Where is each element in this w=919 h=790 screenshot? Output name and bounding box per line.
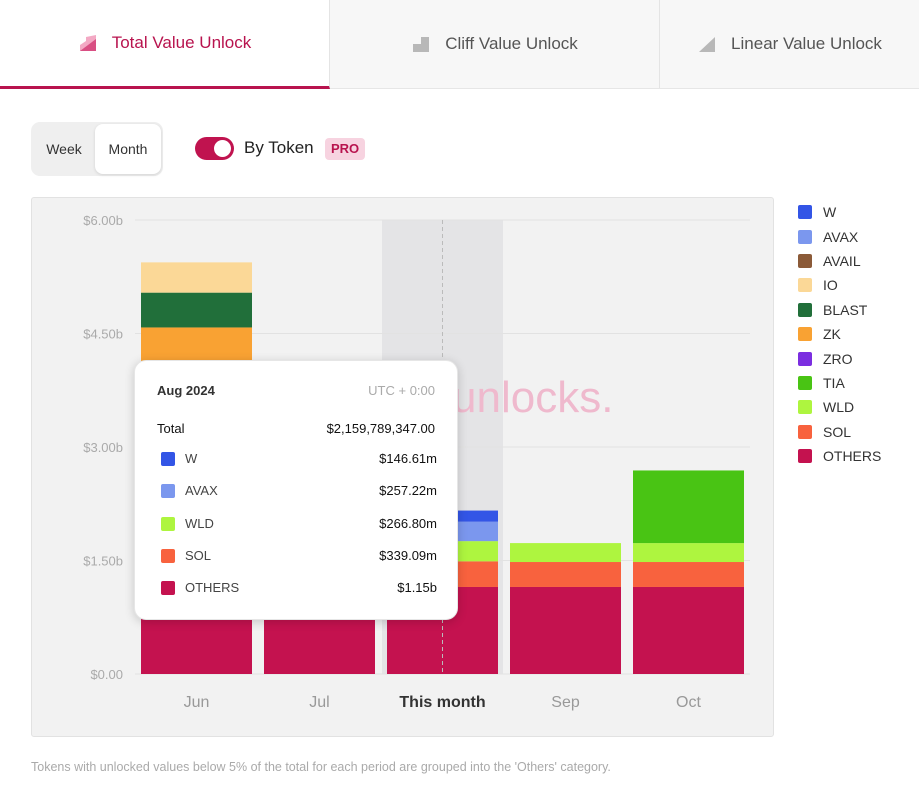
tooltip-total-value: $2,159,789,347.00 xyxy=(326,421,435,436)
legend-swatch xyxy=(798,424,812,439)
tooltip-token-name: WLD xyxy=(185,516,214,531)
linear-unlock-icon xyxy=(697,34,717,54)
tooltip-swatch xyxy=(161,549,175,563)
pro-badge: PRO xyxy=(325,138,366,160)
legend-label: AVAIL xyxy=(823,252,861,269)
tooltip-swatch xyxy=(161,484,175,498)
legend-label: ZRO xyxy=(823,350,853,367)
tooltip-timezone: UTC + 0:00 xyxy=(368,383,435,398)
legend-item-others[interactable]: OTHERS xyxy=(798,444,908,468)
tooltip-token-value: $257.22m xyxy=(379,483,437,498)
legend-swatch xyxy=(798,400,812,415)
y-tick-label: $6.00b xyxy=(83,213,123,228)
legend-label: AVAX xyxy=(823,228,859,245)
legend-swatch xyxy=(798,449,812,464)
legend-label: W xyxy=(823,204,837,221)
legend-swatch xyxy=(798,375,812,390)
legend-swatch xyxy=(798,351,812,366)
tooltip-total-label: Total xyxy=(157,421,185,436)
chart-legend: W AVAX AVAIL IO BLAST ZK ZRO TIA WLD SOL OTHERS xyxy=(798,200,908,468)
tooltip-token-name: AVAX xyxy=(185,483,218,498)
tooltip-swatch xyxy=(161,581,175,595)
x-tick-label: This month xyxy=(399,694,485,711)
chart-tooltip: Aug 2024 UTC + 0:00 Total $2,159,789,347… xyxy=(134,360,458,620)
total-unlock-icon xyxy=(78,33,98,53)
legend-swatch xyxy=(798,327,812,342)
tooltip-token-name: SOL xyxy=(185,548,212,563)
by-token-toggle[interactable] xyxy=(195,137,234,160)
watermark-text: unlocks. xyxy=(452,373,613,422)
tooltip-row-sol: SOL $339.09m xyxy=(157,546,437,566)
legend-label: ZK xyxy=(823,326,841,343)
tooltip-row-w: W $146.61m xyxy=(157,449,437,469)
tooltip-row-wld: WLD $266.80m xyxy=(157,514,437,534)
legend-swatch xyxy=(798,278,812,293)
by-token-label: By Token xyxy=(244,138,314,157)
tooltip-month: Aug 2024 xyxy=(157,383,215,398)
bar-segment-io xyxy=(141,262,252,293)
legend-item-tia[interactable]: TIA xyxy=(798,371,908,395)
y-tick-label: $0.00 xyxy=(90,667,123,682)
legend-item-blast[interactable]: BLAST xyxy=(798,298,908,322)
legend-item-sol[interactable]: SOL xyxy=(798,420,908,444)
x-tick-label: Jun xyxy=(184,694,210,711)
tab-total-value-unlock[interactable]: Total Value Unlock xyxy=(0,0,330,89)
legend-label: OTHERS xyxy=(823,448,882,465)
legend-item-zro[interactable]: ZRO xyxy=(798,346,908,370)
legend-label: TIA xyxy=(823,374,845,391)
tab-label: Cliff Value Unlock xyxy=(445,34,578,53)
bar-segment-others xyxy=(633,586,744,674)
legend-swatch xyxy=(798,205,812,220)
tooltip-token-name: OTHERS xyxy=(185,580,240,595)
legend-swatch xyxy=(798,302,812,317)
x-tick-label: Jul xyxy=(309,694,329,711)
legend-item-io[interactable]: IO xyxy=(798,273,908,297)
legend-item-avail[interactable]: AVAIL xyxy=(798,249,908,273)
bar-segment-tia xyxy=(633,470,744,544)
bar-segment-sol xyxy=(633,562,744,587)
legend-label: BLAST xyxy=(823,301,868,318)
week-button[interactable]: Week xyxy=(46,141,82,157)
tab-cliff-value-unlock[interactable]: Cliff Value Unlock xyxy=(330,0,660,88)
y-tick-label: $4.50b xyxy=(83,327,123,342)
legend-item-wld[interactable]: WLD xyxy=(798,395,908,419)
x-tick-label: Oct xyxy=(676,694,701,711)
y-tick-label: $1.50b xyxy=(83,554,123,569)
footnote: Tokens with unlocked values below 5% of … xyxy=(31,760,611,774)
legend-label: SOL xyxy=(823,423,852,440)
tooltip-token-value: $266.80m xyxy=(379,516,437,531)
unlock-type-tabs: Total Value Unlock Cliff Value Unlock Li… xyxy=(0,0,919,89)
cliff-unlock-icon xyxy=(411,34,431,54)
tab-linear-value-unlock[interactable]: Linear Value Unlock xyxy=(660,0,919,88)
tooltip-row-avax: AVAX $257.22m xyxy=(157,481,437,501)
x-tick-label: Sep xyxy=(551,694,580,711)
bar-segment-blast xyxy=(141,292,252,328)
tooltip-token-name: W xyxy=(185,451,198,466)
legend-label: IO xyxy=(823,277,838,294)
bar-segment-zk xyxy=(141,327,252,364)
legend-swatch xyxy=(798,229,812,244)
month-button[interactable]: Month xyxy=(95,124,161,174)
tooltip-swatch xyxy=(161,452,175,466)
period-selector: Week Month xyxy=(31,122,163,176)
tooltip-token-value: $339.09m xyxy=(379,548,437,563)
bar-segment-sol xyxy=(510,562,621,587)
tooltip-token-value: $146.61m xyxy=(379,451,437,466)
tooltip-swatch xyxy=(161,517,175,531)
toggle-knob xyxy=(214,140,231,157)
tooltip-token-value: $1.15b xyxy=(397,580,437,595)
legend-item-w[interactable]: W xyxy=(798,200,908,224)
bar-segment-wld xyxy=(510,543,621,563)
legend-swatch xyxy=(798,253,812,268)
y-tick-label: $3.00b xyxy=(83,440,123,455)
legend-item-avax[interactable]: AVAX xyxy=(798,224,908,248)
tab-label: Linear Value Unlock xyxy=(731,34,882,53)
bar-segment-others xyxy=(510,586,621,674)
legend-item-zk[interactable]: ZK xyxy=(798,322,908,346)
tab-label: Total Value Unlock xyxy=(111,33,252,52)
tooltip-row-others: OTHERS $1.15b xyxy=(157,578,437,598)
legend-label: WLD xyxy=(823,399,855,416)
bar-segment-wld xyxy=(633,543,744,563)
